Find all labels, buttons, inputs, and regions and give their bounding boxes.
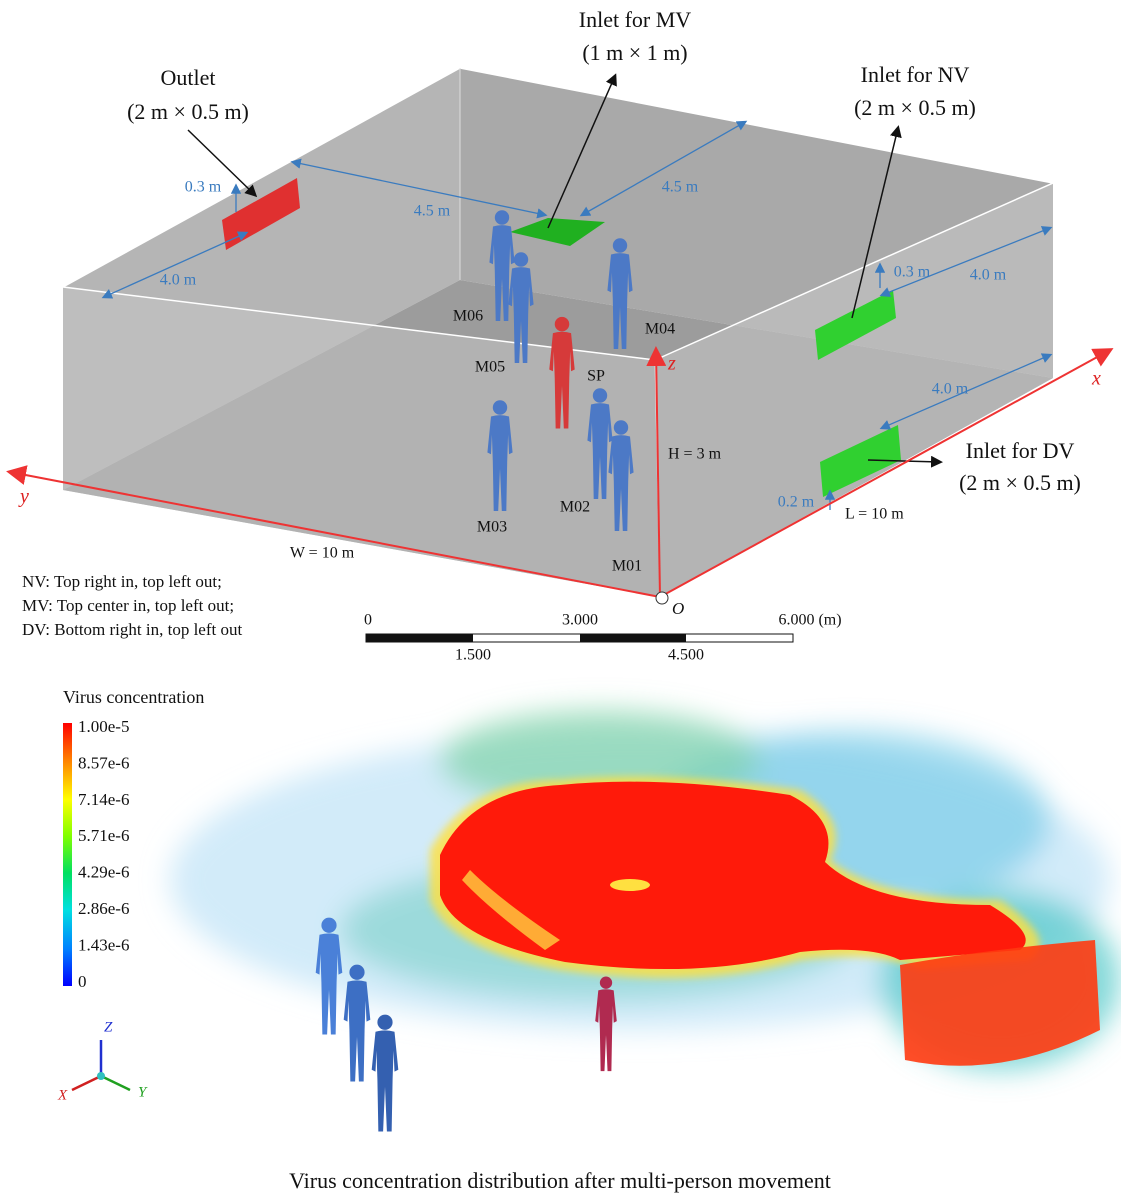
dimension: 4.0 m xyxy=(932,381,969,398)
callout-size: (2 m × 0.5 m) xyxy=(959,470,1081,495)
dimension: 0.2 m xyxy=(778,494,815,511)
dimension: 4.5 m xyxy=(414,203,451,220)
occupant-label: M06 xyxy=(453,308,483,325)
caption: Virus concentration distribution after m… xyxy=(289,1168,831,1193)
occupant-label: SP xyxy=(587,368,605,385)
room-width: W = 10 m xyxy=(290,545,355,562)
dimension: 4.0 m xyxy=(970,267,1007,284)
scale-label: 6.000 (m) xyxy=(778,612,841,629)
colorbar-label: 1.43e-6 xyxy=(78,935,129,954)
scale-label: 0 xyxy=(364,612,372,629)
occupant-label: M03 xyxy=(477,519,507,536)
origin-marker xyxy=(656,592,668,604)
dimension: 4.5 m xyxy=(662,179,699,196)
colorbar-label: 5.71e-6 xyxy=(78,826,129,845)
axis-label: z xyxy=(667,353,676,375)
colorbar-label: 2.86e-6 xyxy=(78,899,129,918)
occupant-label: M01 xyxy=(612,558,642,575)
axis-label: x xyxy=(1091,368,1101,390)
colorbar-label: 0 xyxy=(78,972,87,991)
room-length: L = 10 m xyxy=(845,506,904,523)
triad-label: Z xyxy=(104,1019,113,1035)
axis-label: y xyxy=(18,486,29,508)
occupant-label: M04 xyxy=(645,321,675,338)
scale-label: 4.500 xyxy=(668,647,704,664)
dimension: 0.3 m xyxy=(185,179,222,196)
scale-label: 1.500 xyxy=(455,647,491,664)
occupant-label: M02 xyxy=(560,499,590,516)
callout-title: Inlet for NV xyxy=(861,62,970,87)
colorbar-labels: 1.00e-5 8.57e-6 7.14e-6 5.71e-6 4.29e-6 2.86e… xyxy=(78,717,129,991)
axis-triad xyxy=(72,1040,130,1090)
callout-size: (1 m × 1 m) xyxy=(582,40,687,65)
callout-title: Inlet for DV xyxy=(966,438,1075,463)
concentration-render xyxy=(170,710,1120,1070)
callout-size: (2 m × 0.5 m) xyxy=(127,99,249,124)
colorbar-title: Virus concentration xyxy=(63,687,204,707)
callout-title: Outlet xyxy=(161,65,216,90)
triad-label: Y xyxy=(138,1084,148,1100)
callout-size: (2 m × 0.5 m) xyxy=(854,95,976,120)
colorbar-label: 7.14e-6 xyxy=(78,790,129,809)
figure: Outlet (2 m × 0.5 m) Inlet for MV (1 m ×… xyxy=(0,0,1121,1199)
colorbar xyxy=(63,723,72,986)
scale-bar xyxy=(366,634,793,642)
colorbar-label: 4.29e-6 xyxy=(78,863,129,882)
room-height: H = 3 m xyxy=(668,446,722,463)
dimension: 4.0 m xyxy=(160,272,197,289)
note: MV: Top center in, top left out; xyxy=(22,596,234,615)
scale-label: 3.000 xyxy=(562,612,598,629)
origin-label: O xyxy=(672,599,684,618)
colorbar-label: 1.00e-5 xyxy=(78,717,129,736)
callout-title: Inlet for MV xyxy=(579,7,692,32)
dimension: 0.3 m xyxy=(894,264,931,281)
note: DV: Bottom right in, top left out xyxy=(22,620,242,639)
triad-label: X xyxy=(57,1087,68,1103)
note: NV: Top right in, top left out; xyxy=(22,572,222,591)
colorbar-label: 8.57e-6 xyxy=(78,753,129,772)
occupant-label: M05 xyxy=(475,359,505,376)
